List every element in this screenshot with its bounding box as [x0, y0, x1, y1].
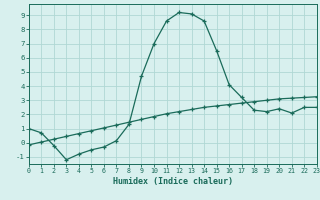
X-axis label: Humidex (Indice chaleur): Humidex (Indice chaleur)	[113, 177, 233, 186]
